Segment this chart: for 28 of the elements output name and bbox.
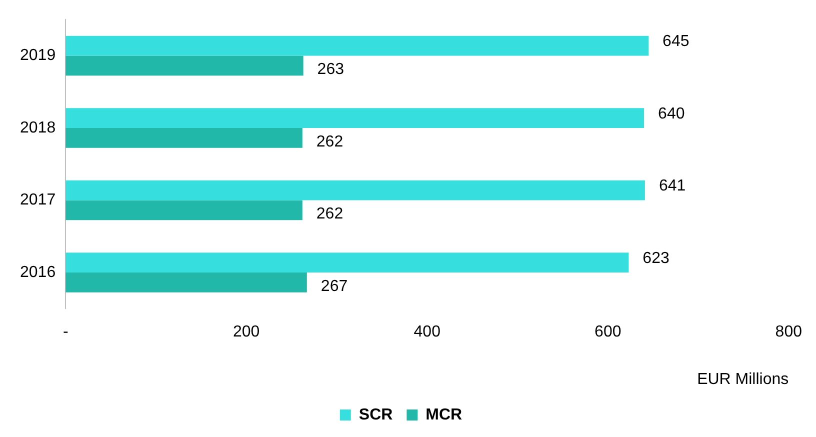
data-label: 640 (658, 105, 685, 122)
y-tick-label: 2017 (20, 192, 56, 209)
y-tick-label: 2019 (20, 47, 56, 64)
data-label: 267 (320, 278, 348, 295)
bar (66, 180, 645, 200)
bar (66, 56, 304, 76)
data-label: 645 (662, 33, 690, 50)
data-label: 262 (316, 133, 344, 150)
bar (66, 252, 629, 272)
y-tick-label: 2016 (20, 264, 56, 281)
data-label: 263 (317, 61, 344, 78)
y-tick-label: 2018 (20, 119, 56, 136)
x-tick-label: 400 (414, 324, 441, 341)
bar (66, 272, 307, 292)
bar (66, 108, 644, 128)
legend-label: SCR (358, 406, 394, 424)
bar (66, 36, 649, 56)
x-tick-label: 600 (594, 324, 622, 341)
data-label: 641 (658, 178, 686, 195)
x-axis-title: EUR Millions (697, 370, 789, 388)
bar (66, 128, 302, 148)
data-label: 623 (642, 250, 670, 267)
data-label: 262 (316, 206, 344, 223)
x-tick-label: - (62, 324, 68, 341)
bar (66, 200, 302, 220)
x-tick-label: 200 (233, 324, 260, 341)
legend-label: MCR (426, 406, 463, 424)
x-tick-label: 800 (775, 324, 802, 341)
